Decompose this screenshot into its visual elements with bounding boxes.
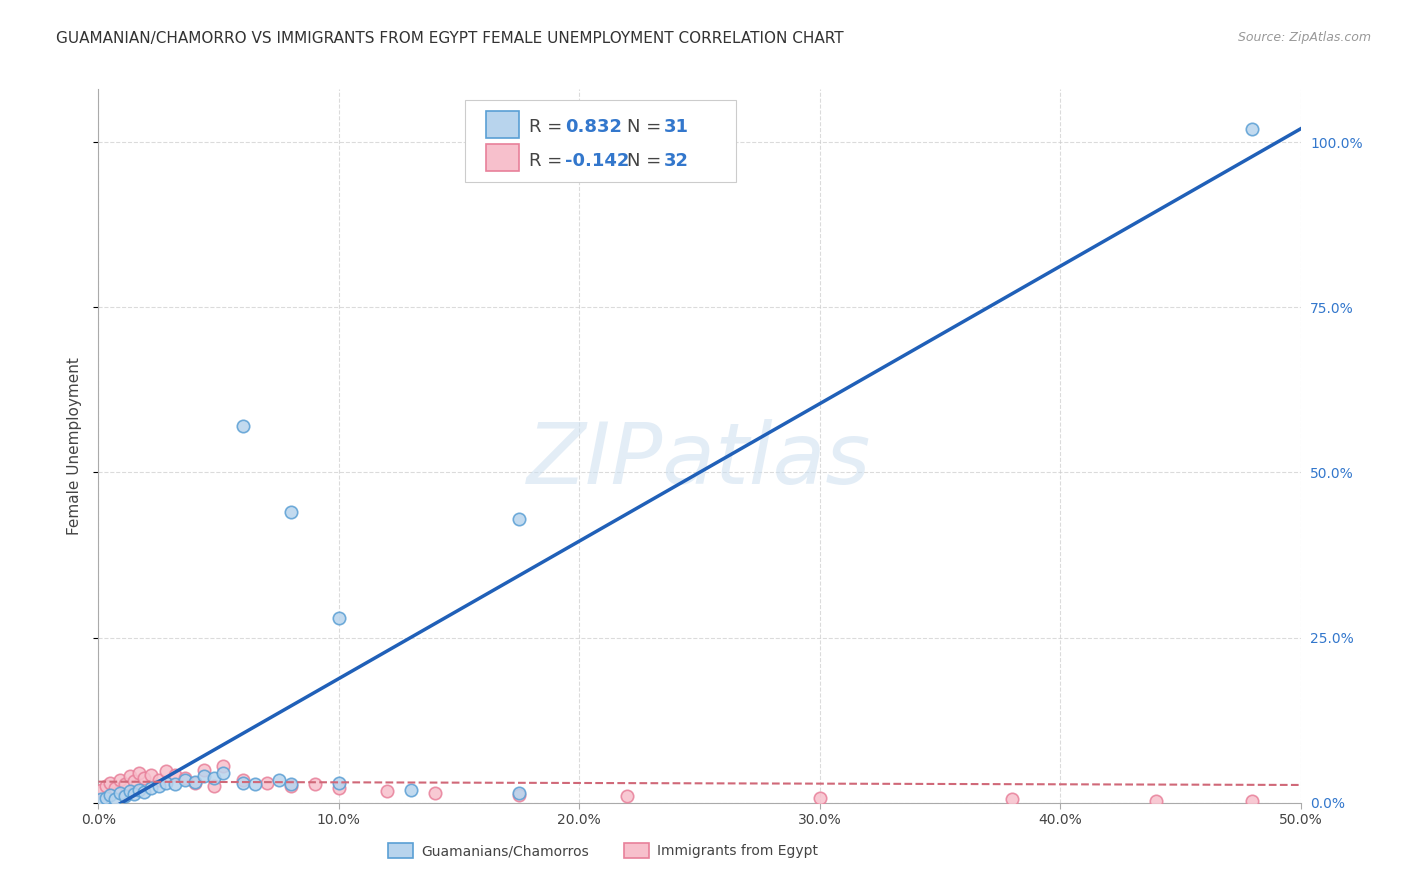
Point	[165, 777, 187, 791]
Point	[193, 769, 215, 783]
Text: GUAMANIAN/CHAMORRO VS IMMIGRANTS FROM EGYPT FEMALE UNEMPLOYMENT CORRELATION CHAR: GUAMANIAN/CHAMORRO VS IMMIGRANTS FROM EG…	[56, 31, 844, 46]
Text: 31: 31	[664, 118, 689, 136]
Point	[165, 768, 187, 782]
Point	[193, 763, 215, 777]
Point	[212, 766, 235, 780]
Text: N =: N =	[627, 118, 668, 136]
Point	[423, 786, 446, 800]
Point	[174, 772, 197, 787]
Point	[141, 768, 163, 782]
Text: ZIPatlas: ZIPatlas	[527, 418, 872, 502]
Text: -0.142: -0.142	[565, 152, 630, 169]
Point	[1241, 795, 1264, 809]
Point	[94, 790, 117, 805]
Point	[508, 511, 530, 525]
Point	[328, 611, 350, 625]
Point	[616, 789, 638, 804]
Point	[280, 777, 302, 791]
Point	[124, 774, 146, 789]
Point	[232, 419, 254, 434]
Point	[124, 787, 146, 801]
Point	[108, 772, 131, 787]
Point	[114, 777, 136, 791]
Point	[100, 788, 122, 802]
Point	[90, 792, 112, 806]
Point	[1001, 792, 1024, 806]
Point	[148, 772, 170, 787]
Point	[202, 771, 225, 785]
Point	[243, 777, 266, 791]
Legend: Guamanians/Chamorros, Immigrants from Egypt: Guamanians/Chamorros, Immigrants from Eg…	[382, 838, 824, 863]
Y-axis label: Female Unemployment: Female Unemployment	[67, 357, 83, 535]
Point	[183, 776, 205, 790]
Point	[304, 777, 326, 791]
Point	[128, 766, 150, 780]
Point	[183, 774, 205, 789]
Point	[508, 786, 530, 800]
Point	[232, 772, 254, 787]
Point	[1144, 794, 1167, 808]
Point	[118, 769, 141, 783]
FancyBboxPatch shape	[485, 111, 519, 137]
Point	[808, 790, 831, 805]
Text: N =: N =	[627, 152, 668, 169]
Point	[232, 776, 254, 790]
Point	[155, 776, 177, 790]
Point	[508, 788, 530, 802]
Point	[256, 776, 278, 790]
Point	[118, 784, 141, 798]
Point	[104, 781, 127, 796]
FancyBboxPatch shape	[485, 145, 519, 171]
Point	[280, 779, 302, 793]
Text: 0.832: 0.832	[565, 118, 621, 136]
Point	[375, 784, 398, 798]
FancyBboxPatch shape	[465, 100, 735, 182]
Point	[100, 776, 122, 790]
Point	[155, 764, 177, 778]
Point	[267, 772, 290, 787]
Point	[399, 782, 422, 797]
Point	[141, 781, 163, 796]
Point	[104, 792, 127, 806]
Point	[108, 786, 131, 800]
Point	[132, 785, 155, 799]
Point	[114, 789, 136, 804]
Point	[174, 771, 197, 785]
Point	[328, 781, 350, 796]
Text: R =: R =	[529, 118, 568, 136]
Point	[148, 779, 170, 793]
Point	[132, 771, 155, 785]
Point	[1241, 121, 1264, 136]
Text: R =: R =	[529, 152, 568, 169]
Text: Source: ZipAtlas.com: Source: ZipAtlas.com	[1237, 31, 1371, 45]
Point	[128, 782, 150, 797]
Point	[90, 782, 112, 797]
Point	[328, 776, 350, 790]
Point	[202, 779, 225, 793]
Point	[280, 505, 302, 519]
Point	[212, 759, 235, 773]
Text: 32: 32	[664, 152, 689, 169]
Point	[94, 779, 117, 793]
